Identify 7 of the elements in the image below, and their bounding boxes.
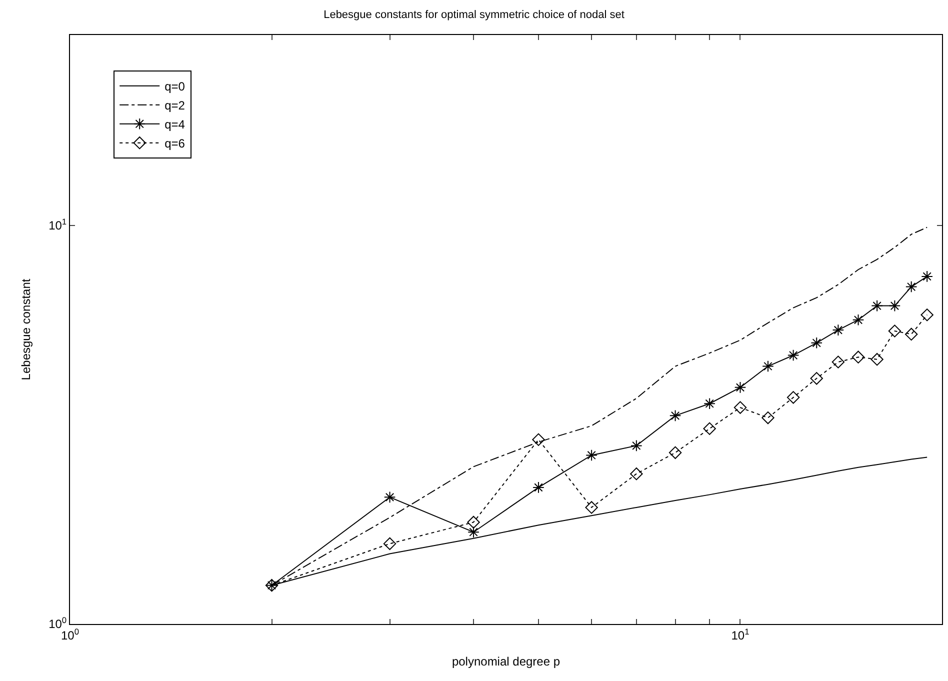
chart-title: Lebesgue constants for optimal symmetric choice of nodal set — [324, 8, 624, 21]
legend-label: q=4 — [164, 118, 186, 132]
legend-label: q=0 — [164, 80, 186, 94]
legend-label: q=2 — [164, 98, 186, 113]
legend-label: q=6 — [164, 136, 186, 151]
x-axis-title: polynomial degree p — [452, 654, 560, 668]
y-axis-title: Lebesgue constant — [18, 278, 33, 380]
